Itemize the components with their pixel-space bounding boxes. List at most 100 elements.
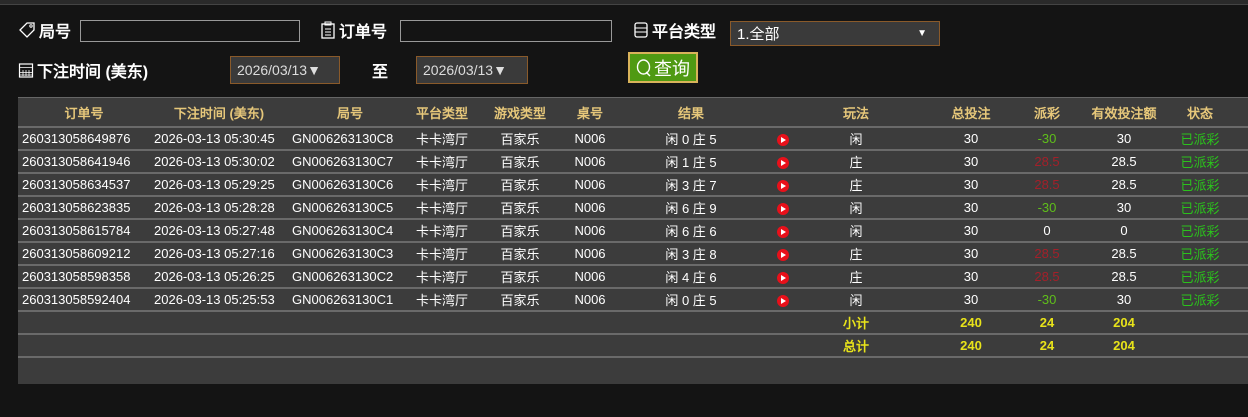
column-header: 总投注: [916, 97, 1026, 128]
column-header: 玩法: [796, 97, 916, 128]
replay-cell[interactable]: [770, 219, 796, 243]
result-cell: 闲 6 庄 6: [612, 219, 770, 243]
play-video-icon[interactable]: [777, 156, 789, 169]
platform-cell: 卡卡湾厅: [412, 150, 472, 174]
query-button-label: 查询: [654, 58, 690, 79]
play-type-cell: 闲: [796, 196, 916, 220]
platform-cell: 卡卡湾厅: [412, 173, 472, 197]
top-border: [0, 0, 1248, 5]
total-label: 总计: [796, 334, 916, 358]
play-video-icon[interactable]: [777, 271, 789, 284]
subtotal-row: 小计 240 24 204: [18, 311, 1248, 335]
game-type-cell: 百家乐: [472, 219, 568, 243]
time-label-text: 下注时间 (美东): [37, 64, 149, 81]
round-number-cell: GN006263130C4: [288, 219, 412, 243]
payout-cell: 0: [1026, 219, 1068, 243]
table-number-cell: N006: [568, 242, 612, 266]
subtotal-label: 小计: [796, 311, 916, 335]
total-bet-cell: 30: [916, 265, 1026, 289]
calendar-icon: [18, 63, 34, 78]
round-input[interactable]: [80, 20, 300, 42]
status-cell: 已派彩: [1180, 265, 1220, 289]
order-label-text: 订单号: [339, 24, 388, 41]
subtotal-bet: 240: [916, 311, 1026, 335]
valid-bet-cell: 30: [1068, 127, 1180, 151]
bet-time-cell: 2026-03-13 05:30:02: [150, 150, 288, 174]
date-to-select[interactable]: 2026/03/13▼: [416, 56, 528, 84]
total-payout: 24: [1026, 334, 1068, 358]
order-input[interactable]: [400, 20, 612, 42]
play-video-icon[interactable]: [777, 248, 789, 261]
total-bet-cell: 30: [916, 173, 1026, 197]
order-number-cell: 260313058623835: [18, 196, 150, 220]
replay-cell[interactable]: [770, 127, 796, 151]
total-bet-cell: 30: [916, 127, 1026, 151]
play-video-icon[interactable]: [777, 202, 789, 215]
status-cell: 已派彩: [1180, 219, 1220, 243]
play-video-icon[interactable]: [777, 294, 789, 307]
list-icon: [634, 22, 648, 38]
column-header: 桌号: [568, 97, 612, 128]
replay-cell[interactable]: [770, 288, 796, 312]
payout-cell: 28.5: [1026, 265, 1068, 289]
table-row: 260313058609212 2026-03-13 05:27:16 GN0062…: [18, 242, 1248, 266]
valid-bet-cell: 30: [1068, 196, 1180, 220]
column-header: 有效投注额: [1068, 97, 1180, 128]
replay-cell[interactable]: [770, 173, 796, 197]
game-type-cell: 百家乐: [472, 150, 568, 174]
query-button[interactable]: 查询: [628, 52, 698, 83]
status-cell: 已派彩: [1180, 150, 1220, 174]
order-number-cell: 260313058598358: [18, 265, 150, 289]
to-label: 至: [372, 64, 389, 81]
replay-cell[interactable]: [770, 150, 796, 174]
column-header: 订单号: [18, 97, 150, 128]
play-video-icon[interactable]: [777, 179, 789, 192]
total-bet-cell: 30: [916, 150, 1026, 174]
result-cell: 闲 4 庄 6: [612, 265, 770, 289]
table-row: 260313058615784 2026-03-13 05:27:48 GN0062…: [18, 219, 1248, 243]
bet-time-cell: 2026-03-13 05:27:16: [150, 242, 288, 266]
payout-cell: -30: [1026, 288, 1068, 312]
valid-bet-cell: 0: [1068, 219, 1180, 243]
play-video-icon[interactable]: [777, 133, 789, 146]
round-number-cell: GN006263130C1: [288, 288, 412, 312]
time-label: 下注时间 (美东): [18, 58, 148, 82]
valid-bet-cell: 30: [1068, 288, 1180, 312]
total-row: 总计 240 24 204: [18, 334, 1248, 358]
platform-label: 平台类型: [633, 18, 716, 42]
valid-bet-cell: 28.5: [1068, 173, 1180, 197]
result-cell: 闲 1 庄 5: [612, 150, 770, 174]
table-row: 260313058598358 2026-03-13 05:26:25 GN0062…: [18, 265, 1248, 289]
total-bet-cell: 30: [916, 242, 1026, 266]
bet-time-cell: 2026-03-13 05:27:48: [150, 219, 288, 243]
payout-cell: 28.5: [1026, 173, 1068, 197]
result-cell: 闲 6 庄 9: [612, 196, 770, 220]
valid-bet-cell: 28.5: [1068, 150, 1180, 174]
table-row: 260313058649876 2026-03-13 05:30:45 GN0062…: [18, 127, 1248, 151]
platform-cell: 卡卡湾厅: [412, 242, 472, 266]
valid-bet-cell: 28.5: [1068, 242, 1180, 266]
order-number-cell: 260313058609212: [18, 242, 150, 266]
column-header: 下注时间 (美东): [150, 97, 288, 128]
play-video-icon[interactable]: [777, 225, 789, 238]
round-number-cell: GN006263130C8: [288, 127, 412, 151]
table-number-cell: N006: [568, 219, 612, 243]
play-type-cell: 闲: [796, 127, 916, 151]
replay-cell[interactable]: [770, 196, 796, 220]
bet-records-table: 订单号 下注时间 (美东) 局号 平台类型 游戏类型 桌号 结果 玩法 总投注 派彩 有效投注额 状态…: [18, 97, 1248, 384]
bet-time-cell: 2026-03-13 05:30:45: [150, 127, 288, 151]
tag-icon: [19, 22, 35, 38]
platform-select[interactable]: 1.全部 ▼: [730, 21, 940, 46]
table-number-cell: N006: [568, 173, 612, 197]
table-number-cell: N006: [568, 288, 612, 312]
platform-cell: 卡卡湾厅: [412, 127, 472, 151]
status-cell: 已派彩: [1180, 196, 1220, 220]
replay-cell[interactable]: [770, 265, 796, 289]
replay-cell[interactable]: [770, 242, 796, 266]
payout-cell: -30: [1026, 196, 1068, 220]
platform-cell: 卡卡湾厅: [412, 196, 472, 220]
round-number-cell: GN006263130C3: [288, 242, 412, 266]
table-row: 260313058641946 2026-03-13 05:30:02 GN0062…: [18, 150, 1248, 174]
search-icon: [636, 58, 651, 76]
date-from-select[interactable]: 2026/03/13▼: [230, 56, 340, 84]
